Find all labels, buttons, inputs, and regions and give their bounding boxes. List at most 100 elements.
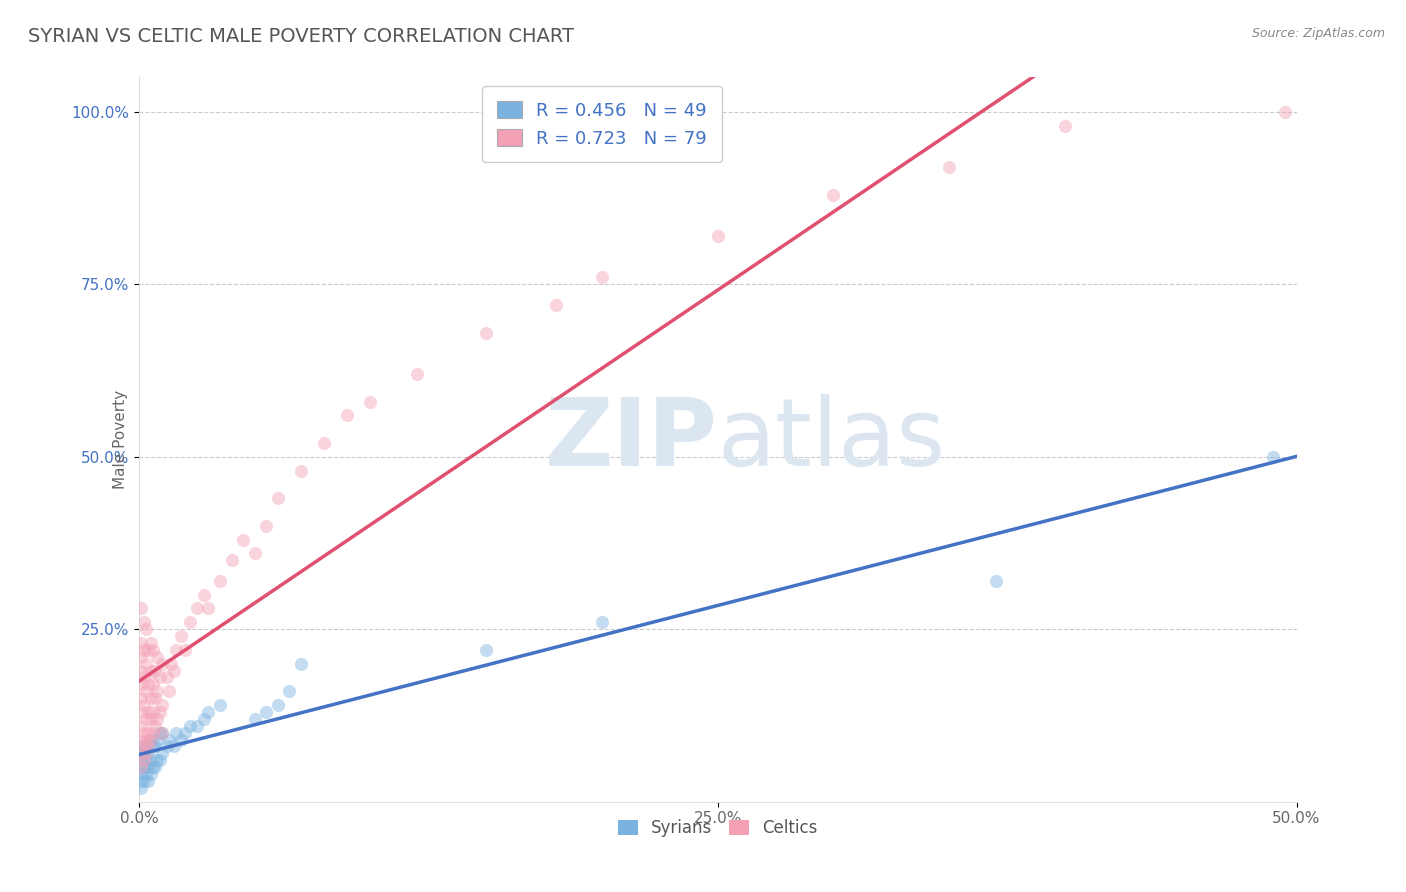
Point [132,615,155,630]
Point [186,601,208,615]
Point [129,753,152,767]
Point [336,409,359,423]
Point [169,629,191,643]
Point [139,767,162,781]
Point [146,732,169,747]
Point [135,753,157,767]
Point [129,691,152,706]
Point [139,712,162,726]
Point [139,732,162,747]
Point [143,691,166,706]
Point [146,649,169,664]
Point [139,732,162,747]
Point [156,739,179,754]
Point [197,601,219,615]
Point [129,780,152,795]
Point [132,739,155,754]
Point [129,649,152,664]
Point [179,615,201,630]
Point [129,601,152,615]
Point [208,698,231,712]
Point [174,643,197,657]
Point [984,574,1007,588]
Point [1274,104,1296,119]
Point [135,739,157,754]
Point [149,753,172,767]
Point [135,684,157,698]
Point [160,657,183,671]
Point [146,684,169,698]
Point [165,725,187,739]
Point [197,705,219,719]
Point [139,753,162,767]
Point [129,773,152,788]
Point [475,326,498,340]
Point [243,546,266,560]
Point [136,747,159,761]
Point [405,367,427,381]
Point [149,725,172,739]
Point [139,664,162,678]
Point [254,705,277,719]
Point [544,298,567,312]
Point [157,732,180,747]
Point [149,705,172,719]
Point [132,753,155,767]
Point [129,705,152,719]
Text: atlas: atlas [717,393,946,485]
Text: SYRIAN VS CELTIC MALE POVERTY CORRELATION CHART: SYRIAN VS CELTIC MALE POVERTY CORRELATIO… [28,27,574,45]
Point [132,698,155,712]
Point [150,698,173,712]
Point [129,760,152,774]
Point [129,739,152,754]
Point [169,732,191,747]
Point [163,664,186,678]
Point [143,664,166,678]
Point [359,394,381,409]
Point [135,747,157,761]
Point [314,436,336,450]
Point [136,760,159,774]
Point [136,643,159,657]
Point [129,732,152,747]
Point [193,712,215,726]
Point [150,747,173,761]
Point [243,712,266,726]
Point [135,767,157,781]
Point [135,712,157,726]
Point [142,643,165,657]
Point [132,747,155,761]
Point [254,518,277,533]
Point [221,553,243,567]
Point [267,491,290,505]
Point [129,664,152,678]
Point [139,691,162,706]
Legend: Syrians, Celtics: Syrians, Celtics [612,813,824,844]
Point [149,670,172,684]
Point [174,725,197,739]
Point [150,725,173,739]
Point [143,760,166,774]
Point [136,705,159,719]
Point [129,747,152,761]
Point [163,739,186,754]
Point [136,739,159,754]
Point [132,643,155,657]
Point [938,160,960,174]
Point [143,739,166,754]
Point [142,705,165,719]
Point [136,725,159,739]
Text: Source: ZipAtlas.com: Source: ZipAtlas.com [1251,27,1385,40]
Point [142,739,165,754]
Point [591,615,613,630]
Point [135,657,157,671]
Point [142,760,165,774]
Point [129,760,152,774]
Point [129,747,152,761]
Point [142,725,165,739]
Point [135,732,157,747]
Point [186,719,208,733]
Point [823,187,845,202]
Point [591,270,613,285]
Point [179,719,201,733]
